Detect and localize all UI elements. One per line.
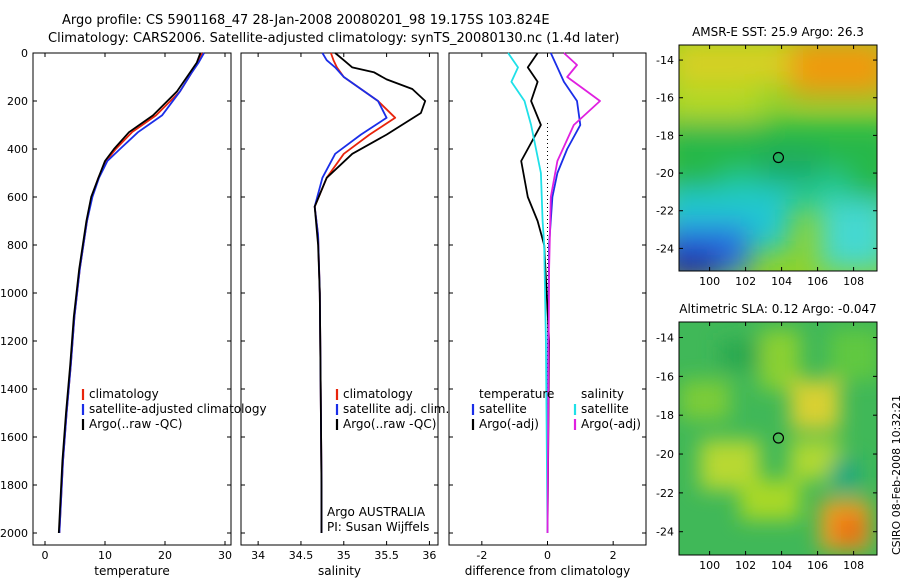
sst_map-ytick-label: -24 (656, 242, 674, 255)
sla_map-title: Altimetric SLA: 0.12 Argo: -0.047 (679, 302, 876, 316)
temperature-legend-label: Argo(..raw -QC) (89, 417, 182, 431)
salinity-xtick-label: 34 (251, 549, 265, 562)
difference-xtick-label: 0 (544, 549, 551, 562)
temperature-ytick-label: 400 (7, 143, 28, 156)
sla_map-xtick-label: 106 (807, 559, 828, 572)
temperature-ytick-label: 1200 (0, 335, 28, 348)
sst_map-ytick-label: -18 (656, 129, 674, 142)
sst_map-frame (678, 44, 878, 272)
difference-legend-label: satellite (479, 402, 527, 416)
temperature-ytick-label: 1600 (0, 431, 28, 444)
temperature-legend-label: climatology (89, 387, 159, 401)
temperature-ytick-label: 2000 (0, 527, 28, 540)
temperature-ytick-label: 1000 (0, 287, 28, 300)
salinity-frame (240, 52, 439, 546)
temperature-ytick-label: 1400 (0, 383, 28, 396)
difference-legend-label: Argo(-adj) (581, 417, 641, 431)
salinity-xlabel: salinity (318, 564, 361, 578)
difference-legend-label: satellite (581, 402, 629, 416)
temperature-xlabel: temperature (94, 564, 169, 578)
sst_map-ytick-label: -14 (656, 54, 674, 67)
difference-xtick-label: 2 (610, 549, 617, 562)
pi-name-label: PI: Susan Wijffels (327, 520, 429, 534)
salinity-legend-label: Argo(..raw -QC) (343, 417, 436, 431)
temperature-series-black (57, 52, 202, 534)
csiro-timestamp: CSIRO 08-Feb-2008 10:32:21 (890, 394, 900, 555)
temperature-ytick-label: 1800 (0, 479, 28, 492)
salinity-xtick-label: 35 (337, 549, 351, 562)
sla_map-xtick-label: 100 (699, 559, 720, 572)
temperature-legend-label: satellite-adjusted climatology (89, 402, 267, 416)
sla_map-xtick-label: 102 (735, 559, 756, 572)
difference-legend-heading: salinity (581, 387, 624, 401)
temperature-ytick-label: 0 (21, 47, 28, 60)
sla_map-frame (678, 321, 878, 556)
sst_map-title: AMSR-E SST: 25.9 Argo: 26.3 (692, 25, 864, 39)
sst_map-xtick-label: 102 (735, 275, 756, 288)
sst_map-argo-marker (772, 151, 785, 164)
salinity-xtick-label: 35.5 (374, 549, 399, 562)
salinity-xtick-label: 34.5 (289, 549, 314, 562)
sla_map-ytick-label: -16 (656, 370, 674, 383)
sst_map-xtick-label: 106 (807, 275, 828, 288)
sla_map-ytick-label: -18 (656, 409, 674, 422)
sst_map-ytick-label: -16 (656, 92, 674, 105)
salinity-xtick-label: 36 (422, 549, 436, 562)
temperature-ytick-label: 800 (7, 239, 28, 252)
salinity-series-blue (313, 52, 388, 533)
sst_map-xtick-label: 100 (699, 275, 720, 288)
temperature-ytick-label: 200 (7, 95, 28, 108)
temperature-frame (32, 52, 232, 546)
sla-heatmap (679, 322, 877, 555)
figure-title-line1: Argo profile: CS 5901168_47 28-Jan-2008 … (62, 13, 550, 28)
sst-heatmap (679, 45, 877, 271)
difference-series-black (520, 52, 550, 534)
difference-legend-heading: temperature (479, 387, 554, 401)
temperature-series-blue (58, 52, 205, 534)
temperature-xtick-label: 30 (218, 549, 232, 562)
difference-xtick-label: -2 (476, 549, 487, 562)
sst_map-ytick-label: -22 (656, 205, 674, 218)
difference-series-cyan (507, 52, 549, 534)
temperature-xtick-label: 0 (42, 549, 49, 562)
sla_map-ytick-label: -14 (656, 332, 674, 345)
salinity-legend-label: satellite adj. clim. (343, 402, 449, 416)
temperature-series-red (58, 52, 204, 534)
sla_map-argo-marker (772, 432, 785, 444)
temperature-ytick-label: 600 (7, 191, 28, 204)
difference-series-magenta (546, 52, 601, 534)
sla_map-xtick-label: 104 (771, 559, 792, 572)
sla_map-ytick-label: -22 (656, 487, 674, 500)
difference-series-blue (546, 52, 582, 534)
salinity-legend-label: climatology (343, 387, 413, 401)
sla_map-xtick-label: 108 (843, 559, 864, 572)
difference-xlabel: difference from climatology (465, 564, 631, 578)
figure-title-line2: Climatology: CARS2006. Satellite-adjuste… (48, 31, 620, 46)
sla_map-ytick-label: -24 (656, 526, 674, 539)
temperature-xtick-label: 10 (98, 549, 112, 562)
salinity-series-black (313, 52, 427, 533)
sst_map-xtick-label: 104 (771, 275, 792, 288)
argo-australia-label: Argo AUSTRALIA (327, 505, 426, 519)
temperature-xtick-label: 20 (158, 549, 172, 562)
difference-legend-label: Argo(-adj) (479, 417, 539, 431)
sla_map-ytick-label: -20 (656, 448, 674, 461)
sst_map-ytick-label: -20 (656, 167, 674, 180)
sst_map-xtick-label: 108 (843, 275, 864, 288)
salinity-series-red (313, 52, 397, 533)
